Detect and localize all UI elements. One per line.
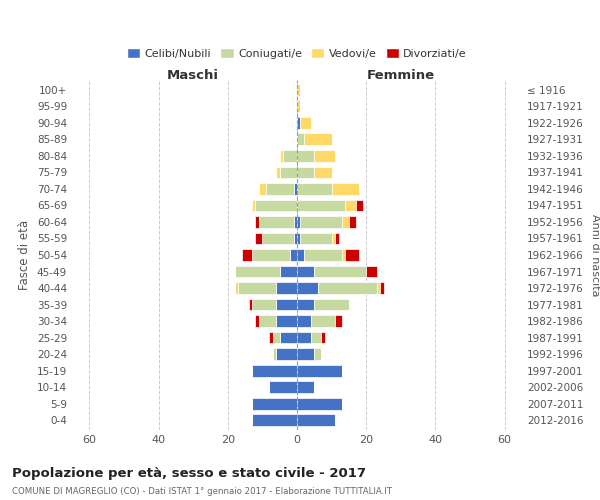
- Bar: [297, 166, 314, 178]
- Bar: [297, 216, 301, 228]
- Bar: [276, 315, 297, 327]
- Text: Popolazione per età, sesso e stato civile - 2017: Popolazione per età, sesso e stato civil…: [12, 468, 366, 480]
- Text: COMUNE DI MAGREGLIO (CO) - Dati ISTAT 1° gennaio 2017 - Elaborazione TUTTITALIA.: COMUNE DI MAGREGLIO (CO) - Dati ISTAT 1°…: [12, 488, 392, 496]
- Bar: [335, 232, 338, 244]
- Bar: [297, 150, 314, 162]
- Bar: [256, 315, 259, 327]
- Bar: [283, 150, 297, 162]
- Bar: [301, 216, 342, 228]
- Bar: [380, 282, 383, 294]
- Bar: [314, 166, 332, 178]
- Bar: [276, 298, 297, 310]
- Bar: [342, 249, 346, 261]
- Bar: [297, 364, 342, 376]
- Bar: [356, 200, 363, 211]
- Bar: [273, 348, 276, 360]
- Bar: [301, 117, 311, 129]
- Text: Femmine: Femmine: [367, 68, 435, 82]
- Bar: [280, 150, 283, 162]
- Bar: [293, 216, 297, 228]
- Bar: [252, 414, 297, 426]
- Text: Maschi: Maschi: [167, 68, 219, 82]
- Bar: [238, 282, 276, 294]
- Bar: [259, 216, 293, 228]
- Bar: [314, 266, 366, 278]
- Bar: [297, 200, 346, 211]
- Bar: [269, 381, 297, 393]
- Bar: [297, 381, 314, 393]
- Bar: [332, 183, 359, 195]
- Bar: [256, 216, 259, 228]
- Bar: [276, 282, 297, 294]
- Bar: [311, 315, 335, 327]
- Bar: [235, 266, 280, 278]
- Bar: [346, 249, 359, 261]
- Bar: [297, 282, 318, 294]
- Bar: [256, 200, 297, 211]
- Bar: [346, 200, 356, 211]
- Bar: [252, 200, 256, 211]
- Bar: [297, 84, 301, 96]
- Bar: [297, 100, 301, 112]
- Bar: [297, 183, 332, 195]
- Bar: [266, 183, 293, 195]
- Y-axis label: Anni di nascita: Anni di nascita: [590, 214, 600, 296]
- Bar: [290, 249, 297, 261]
- Bar: [297, 117, 301, 129]
- Bar: [297, 315, 311, 327]
- Bar: [252, 364, 297, 376]
- Bar: [297, 332, 311, 344]
- Bar: [273, 332, 280, 344]
- Bar: [259, 315, 276, 327]
- Bar: [332, 232, 335, 244]
- Bar: [311, 332, 321, 344]
- Bar: [297, 414, 335, 426]
- Bar: [280, 266, 297, 278]
- Bar: [293, 183, 297, 195]
- Bar: [259, 183, 266, 195]
- Bar: [297, 348, 314, 360]
- Bar: [304, 249, 342, 261]
- Bar: [297, 249, 304, 261]
- Bar: [335, 315, 342, 327]
- Bar: [297, 266, 314, 278]
- Bar: [318, 282, 377, 294]
- Bar: [297, 232, 301, 244]
- Bar: [366, 266, 377, 278]
- Bar: [252, 398, 297, 409]
- Y-axis label: Fasce di età: Fasce di età: [19, 220, 31, 290]
- Bar: [297, 298, 314, 310]
- Bar: [262, 232, 293, 244]
- Bar: [293, 232, 297, 244]
- Bar: [280, 166, 297, 178]
- Legend: Celibi/Nubili, Coniugati/e, Vedovi/e, Divorziati/e: Celibi/Nubili, Coniugati/e, Vedovi/e, Di…: [122, 44, 472, 63]
- Bar: [235, 282, 238, 294]
- Bar: [256, 232, 262, 244]
- Bar: [297, 134, 304, 145]
- Bar: [314, 150, 335, 162]
- Bar: [304, 134, 332, 145]
- Bar: [276, 348, 297, 360]
- Bar: [321, 332, 325, 344]
- Bar: [297, 398, 342, 409]
- Bar: [280, 332, 297, 344]
- Bar: [377, 282, 380, 294]
- Bar: [252, 249, 290, 261]
- Bar: [301, 232, 332, 244]
- Bar: [276, 166, 280, 178]
- Bar: [242, 249, 252, 261]
- Bar: [342, 216, 349, 228]
- Bar: [349, 216, 356, 228]
- Bar: [314, 298, 349, 310]
- Bar: [248, 298, 252, 310]
- Bar: [269, 332, 273, 344]
- Bar: [314, 348, 321, 360]
- Bar: [252, 298, 276, 310]
